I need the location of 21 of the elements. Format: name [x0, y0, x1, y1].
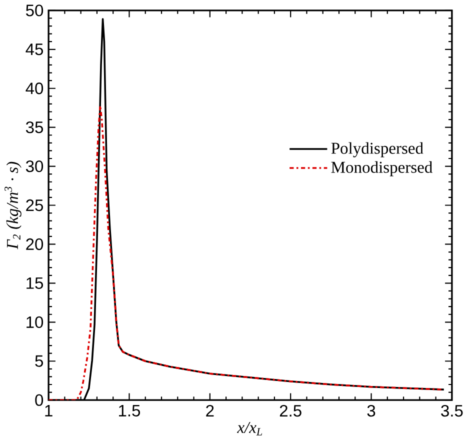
y-axis-title: Γ$_{2}$ (kg/m$^{3}$ · s): [4, 162, 22, 250]
x-tick-label: 3: [367, 404, 376, 417]
y-tick-label: 45: [26, 44, 43, 56]
y-tick-label: 5: [35, 355, 44, 367]
y-tick-label: 40: [26, 82, 44, 94]
x-tick-label: 3.5: [441, 404, 463, 417]
x-tick-label: 1.5: [119, 404, 140, 416]
y-tick-label: 20: [26, 238, 44, 250]
y-tick-label: 10: [26, 316, 44, 328]
x-tick-label: 2.5: [280, 404, 302, 417]
y-tick-label: 50: [26, 4, 44, 16]
legend-label: Monodispersed: [331, 161, 432, 176]
x-tick-label: 2: [206, 404, 214, 417]
y-tick-label: 30: [26, 160, 44, 172]
y-tick-label: 15: [26, 277, 43, 289]
y-tick-label: 0: [35, 394, 44, 406]
y-tick-label: 25: [26, 199, 43, 212]
legend-label: Polydispersed: [331, 142, 424, 158]
x-tick-label: 1: [45, 404, 52, 416]
y-tick-label: 35: [26, 122, 43, 134]
x-axis-title: x/x$_{L}$: [237, 422, 262, 436]
